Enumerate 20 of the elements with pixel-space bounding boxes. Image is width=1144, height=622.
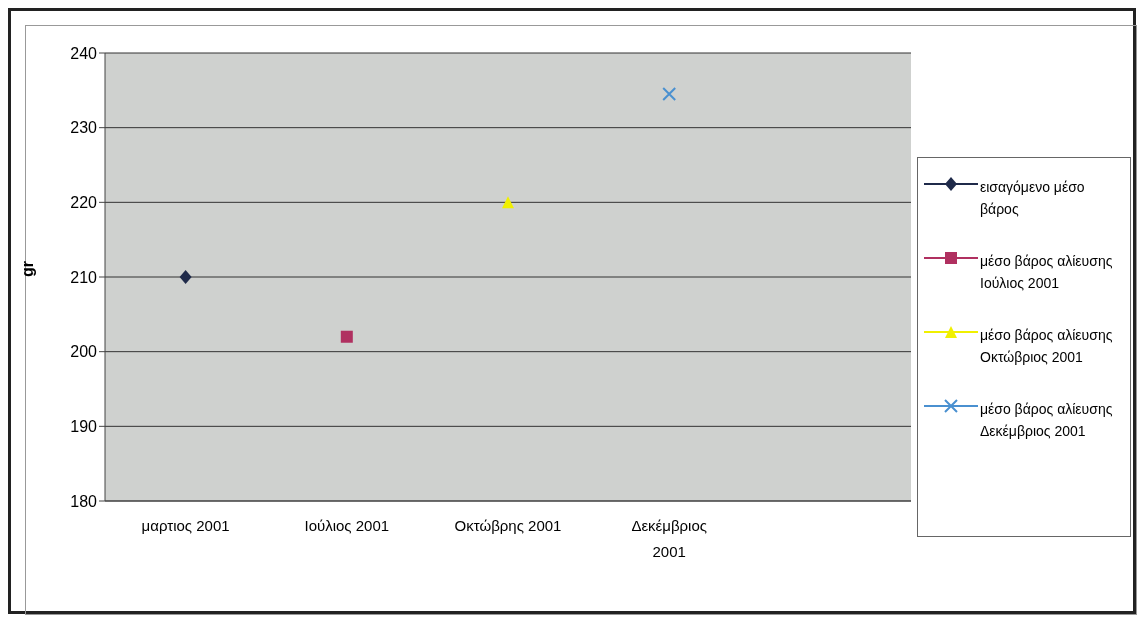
y-tick-label: 190 xyxy=(70,418,98,436)
legend-label: μέσο βάρος αλίευσης Οκτώβριος 2001 xyxy=(980,326,1114,367)
legend-label: μέσο βάρος αλίευσης Δεκέμβριος 2001 xyxy=(980,400,1114,441)
y-tick-label: 180 xyxy=(70,492,98,510)
x-tick-label: Δεκέμβριος 2001 xyxy=(631,517,707,560)
y-tick-label: 240 xyxy=(70,44,98,62)
y-tick-label: 210 xyxy=(70,268,98,286)
x-tick-label: Ιούλιος 2001 xyxy=(304,517,390,534)
point xyxy=(179,270,192,284)
y-axis-title: gr xyxy=(18,261,36,277)
legend-label: εισαγόμενο μέσο βάρος xyxy=(980,178,1086,219)
y-tick-label: 230 xyxy=(70,119,98,137)
y-tick-label: 200 xyxy=(70,343,98,361)
point xyxy=(662,87,677,102)
x-tick-label: Οκτώβρης 2001 xyxy=(454,517,562,534)
legend-label: μέσο βάρος αλίευσης Ιούλιος 2001 xyxy=(980,252,1114,293)
x-tick-label: μαρτιος 2001 xyxy=(141,517,230,534)
point xyxy=(340,330,353,343)
point xyxy=(502,196,514,209)
y-tick-label: 220 xyxy=(70,194,98,212)
